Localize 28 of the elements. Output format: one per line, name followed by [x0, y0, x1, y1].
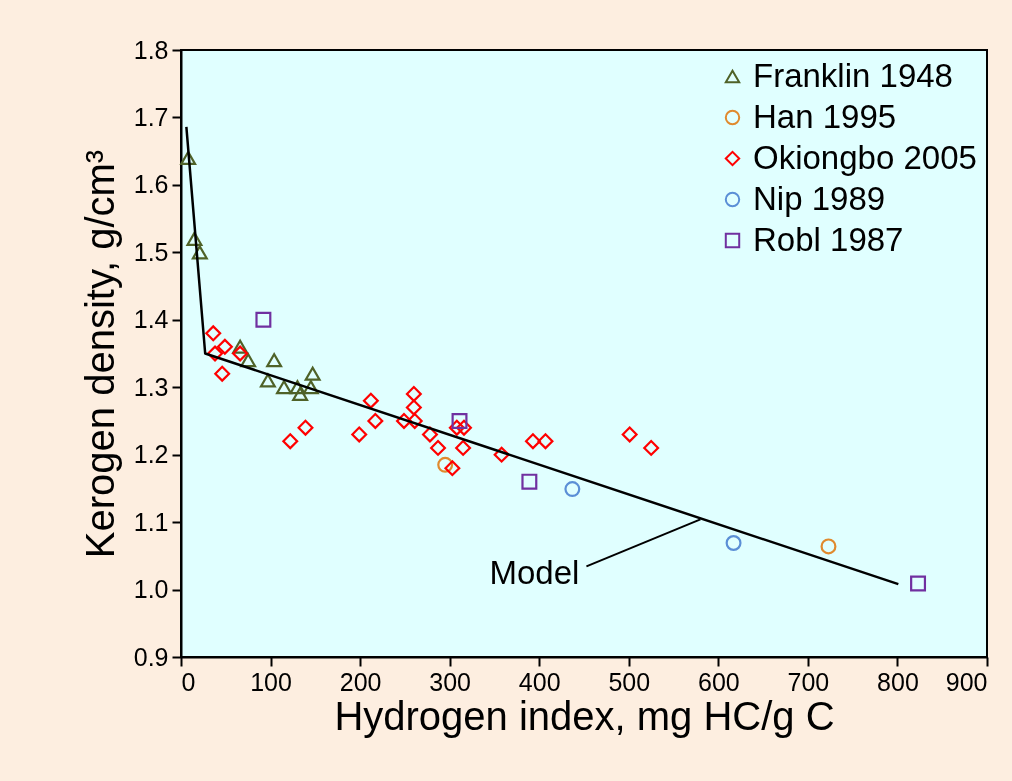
x-tick-label: 100 — [250, 667, 292, 696]
y-tick-label: 1.8 — [133, 35, 169, 64]
legend-label: Nip 1989 — [753, 179, 886, 217]
x-axis-title: Hydrogen index, mg HC/g C — [334, 693, 835, 738]
x-tick-label: 900 — [945, 667, 988, 696]
x-tick-label: 400 — [518, 667, 561, 696]
x-tick-label: 600 — [697, 667, 740, 696]
y-axis-title: Kerogen density, g/cm³ — [77, 149, 122, 559]
x-tick-label: 700 — [787, 667, 830, 696]
y-tick-label: 1.5 — [133, 237, 169, 266]
legend-label: Franklin 1948 — [753, 56, 953, 94]
x-tick-label: 500 — [608, 667, 651, 696]
y-tick-label: 1.0 — [133, 575, 169, 604]
x-tick-label: 300 — [429, 667, 472, 696]
legend-label: Robl 1987 — [753, 220, 904, 258]
y-tick-label: 1.3 — [133, 372, 169, 401]
x-tick-label: 0 — [181, 667, 196, 696]
y-tick-label: 1.2 — [133, 440, 169, 469]
y-tick-label: 1.4 — [133, 305, 169, 334]
x-tick-label: 800 — [877, 667, 919, 696]
y-tick-label: 0.9 — [133, 642, 169, 671]
legend-label: Okiongbo 2005 — [753, 138, 977, 176]
legend-label: Han 1995 — [753, 97, 897, 135]
y-tick-label: 1.7 — [133, 102, 169, 131]
annotation: Model — [489, 554, 580, 592]
y-tick-label: 1.6 — [133, 170, 169, 199]
x-tick-label: 200 — [339, 667, 382, 696]
y-tick-label: 1.1 — [133, 507, 169, 536]
